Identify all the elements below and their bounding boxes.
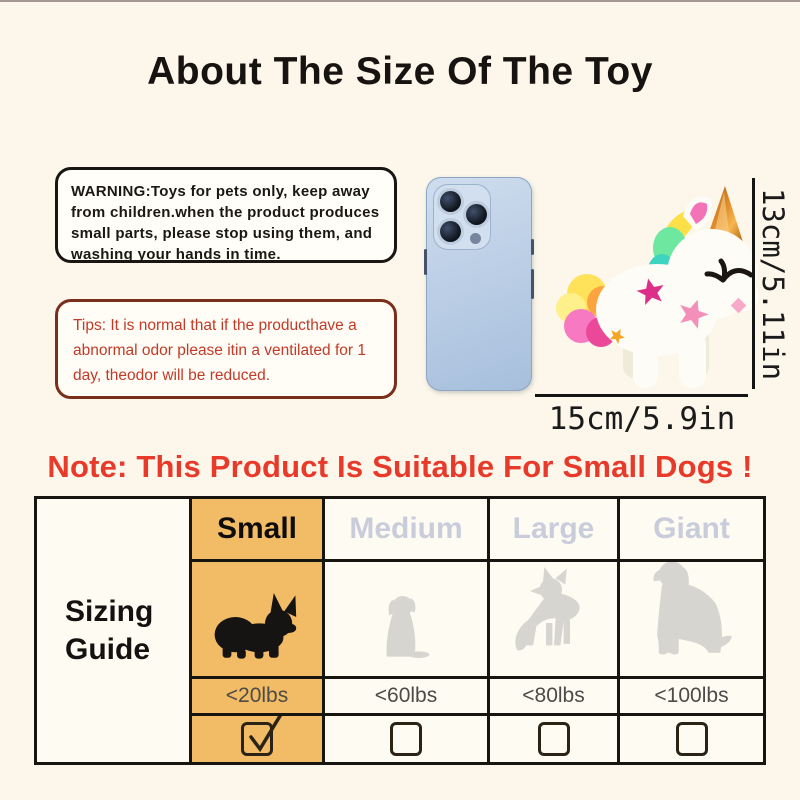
camera-lens-icon	[440, 221, 461, 242]
weight-cell-medium: <60lbs	[325, 679, 487, 713]
check-cell-giant	[620, 716, 763, 762]
size-column-header-small: Small	[192, 499, 322, 559]
check-cell-small	[192, 716, 322, 762]
size-column-header-medium: Medium	[325, 499, 487, 559]
closed-eye	[704, 258, 754, 283]
check-cell-medium	[325, 716, 487, 762]
check-cell-large	[490, 716, 617, 762]
star-decorations	[609, 278, 709, 344]
checkbox-medium	[390, 722, 422, 756]
tips-text: Tips: It is normal that if the productha…	[73, 317, 366, 384]
sizing-table: Sizing Guide Small Medium Large Giant	[34, 496, 766, 765]
tips-box: Tips: It is normal that if the productha…	[55, 299, 397, 399]
width-measurement: 15cm/5.9in	[548, 401, 736, 437]
dog-cell-large	[490, 562, 617, 676]
camera-lens-icon	[440, 191, 461, 212]
weight-cell-giant: <100lbs	[620, 679, 763, 713]
medium-dog-silhouette	[386, 596, 430, 658]
size-column-header-giant: Giant	[620, 499, 763, 559]
phone-camera-module	[433, 184, 491, 250]
height-measurement: 13cm/5.11in	[756, 187, 790, 381]
top-edge-line	[0, 0, 800, 2]
phone-side-button	[531, 269, 534, 299]
checkbox-giant	[675, 722, 708, 756]
page-title: About The Size Of The Toy	[147, 50, 653, 93]
warning-text: WARNING:Toys for pets only, keep away fr…	[71, 183, 380, 263]
dog-cell-giant	[620, 562, 763, 676]
phone-image	[424, 177, 534, 391]
great-dane-silhouette	[653, 562, 732, 655]
camera-lens-icon	[466, 204, 487, 225]
corgi-silhouette	[214, 593, 297, 659]
checkmark-icon	[249, 716, 283, 753]
warning-box: WARNING:Toys for pets only, keep away fr…	[55, 167, 397, 263]
unicorn-toy-image	[556, 186, 759, 388]
dog-cell-medium	[325, 562, 487, 676]
sizing-guide-label: Sizing Guide	[37, 499, 189, 762]
phone-side-button	[424, 249, 427, 275]
german-shepherd-silhouette	[514, 567, 580, 651]
size-column-header-large: Large	[490, 499, 617, 559]
suitability-note: Note: This Product Is Suitable For Small…	[47, 449, 753, 484]
checkbox-large	[537, 722, 570, 756]
camera-flash-icon	[470, 233, 481, 244]
dog-cell-small	[192, 562, 322, 676]
width-measure-line	[535, 394, 748, 397]
height-measure-line	[752, 178, 755, 389]
weight-cell-small: <20lbs	[192, 679, 322, 713]
phone-side-button	[531, 239, 534, 255]
weight-cell-large: <80lbs	[490, 679, 617, 713]
checkbox-small	[241, 716, 283, 756]
